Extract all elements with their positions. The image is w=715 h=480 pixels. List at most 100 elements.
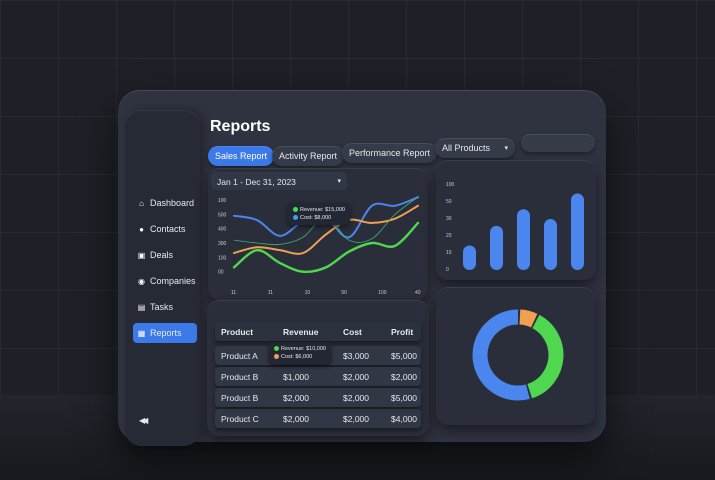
table-cell: Product B	[221, 393, 259, 403]
table-cell: $3,000	[343, 351, 369, 361]
y-tick-label: 500	[218, 212, 227, 218]
tab-activity-report[interactable]: Activity Report	[272, 146, 345, 166]
y-tick-label: 20	[446, 233, 452, 239]
revenue-dot	[274, 346, 279, 352]
table-cell: $4,000	[391, 414, 417, 424]
sidebar-item-label: Contacts	[150, 224, 186, 234]
x-tick-label: 10	[305, 290, 311, 296]
sidebar-item-contacts[interactable]: ● Contacts	[133, 219, 197, 239]
line-chart: 100 500 400 300 100 00 11 11 10 50 100 40	[218, 196, 421, 296]
deals-icon: ▣	[137, 250, 146, 260]
table-row[interactable]: Product C $2,000 $2,000 $4,000	[215, 409, 421, 428]
sidebar-item-label: Companies	[150, 276, 196, 286]
y-tick-label: 400	[218, 227, 227, 233]
table-row[interactable]: Product B $2,000 $2,000 $5,000	[215, 388, 421, 407]
table-tooltip: Revenue: $10,000 Cost: $6,000	[269, 342, 331, 364]
chevron-down-icon: ▾	[337, 178, 341, 185]
user-icon: ●	[139, 224, 144, 234]
tooltip-cost: Cost: $6,000	[281, 354, 313, 360]
y-tick-label: 30	[446, 216, 452, 222]
donut-slice	[472, 309, 530, 401]
donut-slice	[527, 314, 564, 399]
table-cell: $2,000	[343, 414, 369, 424]
table-cell: $2,000	[391, 372, 417, 382]
sidebar-item-label: Deals	[150, 250, 174, 260]
column-header: Profit	[391, 327, 414, 337]
cost-dot	[293, 215, 298, 221]
line-series-1	[233, 204, 419, 255]
reports-icon: ▦	[137, 328, 146, 338]
sidebar: ◀◀ ⌂ Dashboard ● Contacts ▣ Deals ◉ Companies ▤ T…	[125, 110, 200, 446]
column-header: Product	[221, 327, 254, 337]
sidebar-item-label: Tasks	[150, 302, 174, 312]
bar	[463, 245, 476, 270]
table-cell: $2,000	[343, 393, 369, 403]
sidebar-item-label: Dashboard	[150, 198, 195, 208]
bar-chart-card: 100 50 30 20 10 0	[436, 160, 596, 280]
x-tick-label: 50	[341, 290, 347, 296]
search-input[interactable]	[521, 134, 595, 152]
tab-sales-report[interactable]: Sales Report	[208, 146, 275, 166]
table-cell: $2,000	[283, 393, 309, 403]
x-tick-label: 100	[378, 290, 387, 296]
sidebar-item-deals[interactable]: ▣ Deals	[133, 245, 197, 265]
column-header: Revenue	[283, 327, 319, 337]
table-cell: $1,000	[283, 372, 309, 382]
tooltip-revenue: Revenue: $10,000	[281, 346, 326, 352]
bar	[571, 193, 584, 270]
bar	[490, 225, 503, 270]
date-range-value: Jan 1 - Dec 31, 2023	[217, 177, 296, 187]
donut-chart-card	[436, 287, 595, 425]
x-tick-label: 40	[415, 290, 421, 296]
chevron-down-icon: ▾	[504, 145, 508, 152]
x-tick-label: 11	[231, 290, 236, 296]
home-icon: ⌂	[139, 198, 144, 208]
sidebar-item-tasks[interactable]: ▤ Tasks	[133, 297, 197, 317]
y-tick-label: 00	[218, 270, 224, 276]
table-cell: Product A	[221, 351, 258, 361]
tab-label: Performance Report	[349, 148, 431, 158]
table-cell: Product C	[221, 414, 259, 424]
date-range-dropdown[interactable]: Jan 1 - Dec 31, 2023 ▾	[211, 172, 347, 190]
y-tick-label: 50	[446, 199, 452, 205]
revenue-dot	[293, 207, 298, 213]
sidebar-item-label: Reports	[150, 328, 182, 338]
x-tick-label: 11	[268, 290, 273, 296]
bar	[544, 219, 557, 270]
y-tick-label: 100	[218, 255, 227, 261]
y-tick-label: 100	[446, 182, 455, 188]
y-tick-label: 10	[446, 250, 452, 256]
column-header: Cost	[343, 327, 362, 337]
donut-chart	[472, 309, 564, 401]
bar	[517, 209, 530, 270]
companies-icon: ◉	[138, 276, 145, 286]
table-card: Product Revenue Cost Profit Revenue: $10,00…	[207, 300, 429, 436]
page-title: Reports	[210, 118, 271, 135]
tab-label: Activity Report	[279, 151, 338, 161]
tooltip-cost: Cost: $8,000	[300, 215, 332, 221]
tasks-icon: ▤	[137, 302, 146, 312]
y-tick-label: 0	[446, 267, 449, 273]
y-tick-label: 100	[218, 198, 227, 204]
table-cell: $2,000	[343, 372, 369, 382]
tooltip-revenue: Revenue: $15,000	[300, 207, 345, 213]
line-series-2	[232, 221, 420, 274]
cost-dot	[274, 354, 279, 360]
table-cell: $5,000	[391, 393, 417, 403]
tab-performance-report[interactable]: Performance Report	[342, 143, 438, 163]
table-header: Product Revenue Cost Profit	[215, 322, 421, 341]
tab-label: Sales Report	[215, 151, 268, 161]
table-cell: $2,000	[283, 414, 309, 424]
y-tick-label: 300	[218, 241, 227, 247]
table-cell: Product B	[221, 372, 259, 382]
sidebar-item-dashboard[interactable]: ⌂ Dashboard	[133, 193, 197, 213]
line-chart-card: Jan 1 - Dec 31, 2023 ▾ 100 500 400 300 100 00 1…	[208, 168, 428, 300]
sidebar-item-companies[interactable]: ◉ Companies	[133, 271, 197, 291]
collapse-icon[interactable]: ◀◀	[139, 416, 148, 425]
product-filter-dropdown[interactable]: All Products ▾	[435, 138, 515, 158]
line-chart-tooltip: Revenue: $15,000 Cost: $8,000	[288, 203, 350, 225]
table-row[interactable]: Product B $1,000 $2,000 $2,000	[215, 367, 421, 386]
donut-slice	[519, 309, 538, 328]
sidebar-item-reports[interactable]: ▦ Reports	[133, 323, 197, 343]
